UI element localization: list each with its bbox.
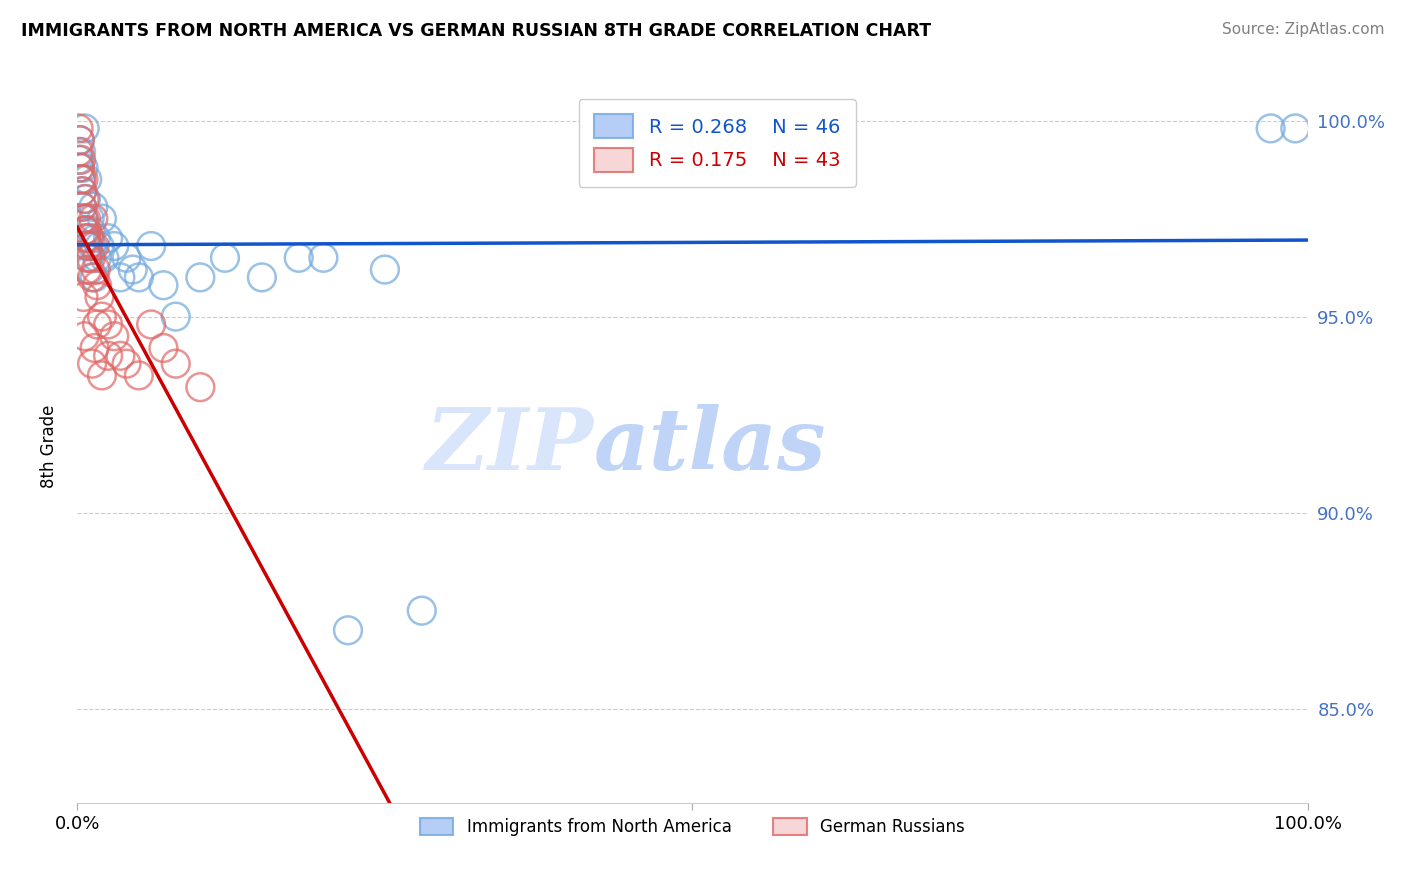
Point xyxy=(76,262,98,277)
Point xyxy=(72,172,94,186)
Point xyxy=(70,172,93,186)
Point xyxy=(337,624,360,638)
Point xyxy=(86,318,108,332)
Point xyxy=(82,200,104,214)
Point xyxy=(103,329,125,343)
Point xyxy=(67,145,90,159)
Point xyxy=(188,380,212,394)
Point xyxy=(89,239,111,253)
Point xyxy=(76,251,98,265)
Point xyxy=(128,270,150,285)
Point xyxy=(1284,121,1306,136)
Point xyxy=(93,251,115,265)
Point xyxy=(69,161,91,175)
Point xyxy=(70,184,93,198)
Point xyxy=(75,231,97,245)
Point xyxy=(70,200,93,214)
Point xyxy=(83,270,105,285)
Point xyxy=(75,231,97,245)
Legend: Immigrants from North America, German Russians: Immigrants from North America, German Ru… xyxy=(412,810,973,845)
Point xyxy=(165,310,187,324)
Point xyxy=(152,341,174,355)
Point xyxy=(214,251,236,265)
Point xyxy=(79,231,101,245)
Point xyxy=(89,290,111,304)
Point xyxy=(80,251,103,265)
Point xyxy=(75,192,97,206)
Point xyxy=(86,278,108,293)
Point xyxy=(67,153,90,167)
Point xyxy=(72,290,94,304)
Point xyxy=(82,239,104,253)
Point xyxy=(90,211,114,226)
Point xyxy=(82,357,104,371)
Point xyxy=(288,251,311,265)
Point xyxy=(79,262,101,277)
Point xyxy=(110,349,132,363)
Point xyxy=(79,211,101,226)
Point xyxy=(141,239,163,253)
Point xyxy=(73,223,96,237)
Point xyxy=(72,211,94,226)
Point xyxy=(152,278,174,293)
Point xyxy=(97,349,120,363)
Point xyxy=(76,223,98,237)
Point xyxy=(312,251,335,265)
Point xyxy=(83,239,105,253)
Point xyxy=(128,368,150,383)
Point xyxy=(103,239,125,253)
Point xyxy=(374,262,396,277)
Point xyxy=(69,133,91,147)
Point xyxy=(115,357,138,371)
Point xyxy=(69,133,91,147)
Text: ZIP: ZIP xyxy=(426,404,595,488)
Point xyxy=(80,223,103,237)
Point xyxy=(70,184,93,198)
Point xyxy=(165,357,187,371)
Point xyxy=(90,368,114,383)
Point xyxy=(250,270,273,285)
Point xyxy=(121,262,143,277)
Point xyxy=(73,192,96,206)
Point xyxy=(90,310,114,324)
Point xyxy=(69,161,91,175)
Point xyxy=(70,153,93,167)
Point xyxy=(75,211,97,226)
Text: 8th Grade: 8th Grade xyxy=(41,404,58,488)
Point xyxy=(72,161,94,175)
Point xyxy=(411,604,433,618)
Point xyxy=(77,239,100,253)
Point xyxy=(86,251,108,265)
Point xyxy=(77,251,100,265)
Point xyxy=(70,145,93,159)
Point xyxy=(115,251,138,265)
Point xyxy=(110,270,132,285)
Point xyxy=(84,231,107,245)
Point xyxy=(97,318,120,332)
Point xyxy=(76,172,98,186)
Point xyxy=(97,231,120,245)
Point xyxy=(73,121,96,136)
Text: IMMIGRANTS FROM NORTH AMERICA VS GERMAN RUSSIAN 8TH GRADE CORRELATION CHART: IMMIGRANTS FROM NORTH AMERICA VS GERMAN … xyxy=(21,22,931,40)
Point xyxy=(82,270,104,285)
Point xyxy=(76,239,98,253)
Text: Source: ZipAtlas.com: Source: ZipAtlas.com xyxy=(1222,22,1385,37)
Point xyxy=(141,318,163,332)
Point xyxy=(83,341,105,355)
Point xyxy=(70,172,93,186)
Point xyxy=(1260,121,1282,136)
Point xyxy=(67,121,90,136)
Point xyxy=(73,223,96,237)
Point xyxy=(70,200,93,214)
Point xyxy=(73,329,96,343)
Text: atlas: atlas xyxy=(595,404,827,488)
Point xyxy=(72,211,94,226)
Point xyxy=(84,262,107,277)
Point xyxy=(188,270,212,285)
Point xyxy=(82,211,104,226)
